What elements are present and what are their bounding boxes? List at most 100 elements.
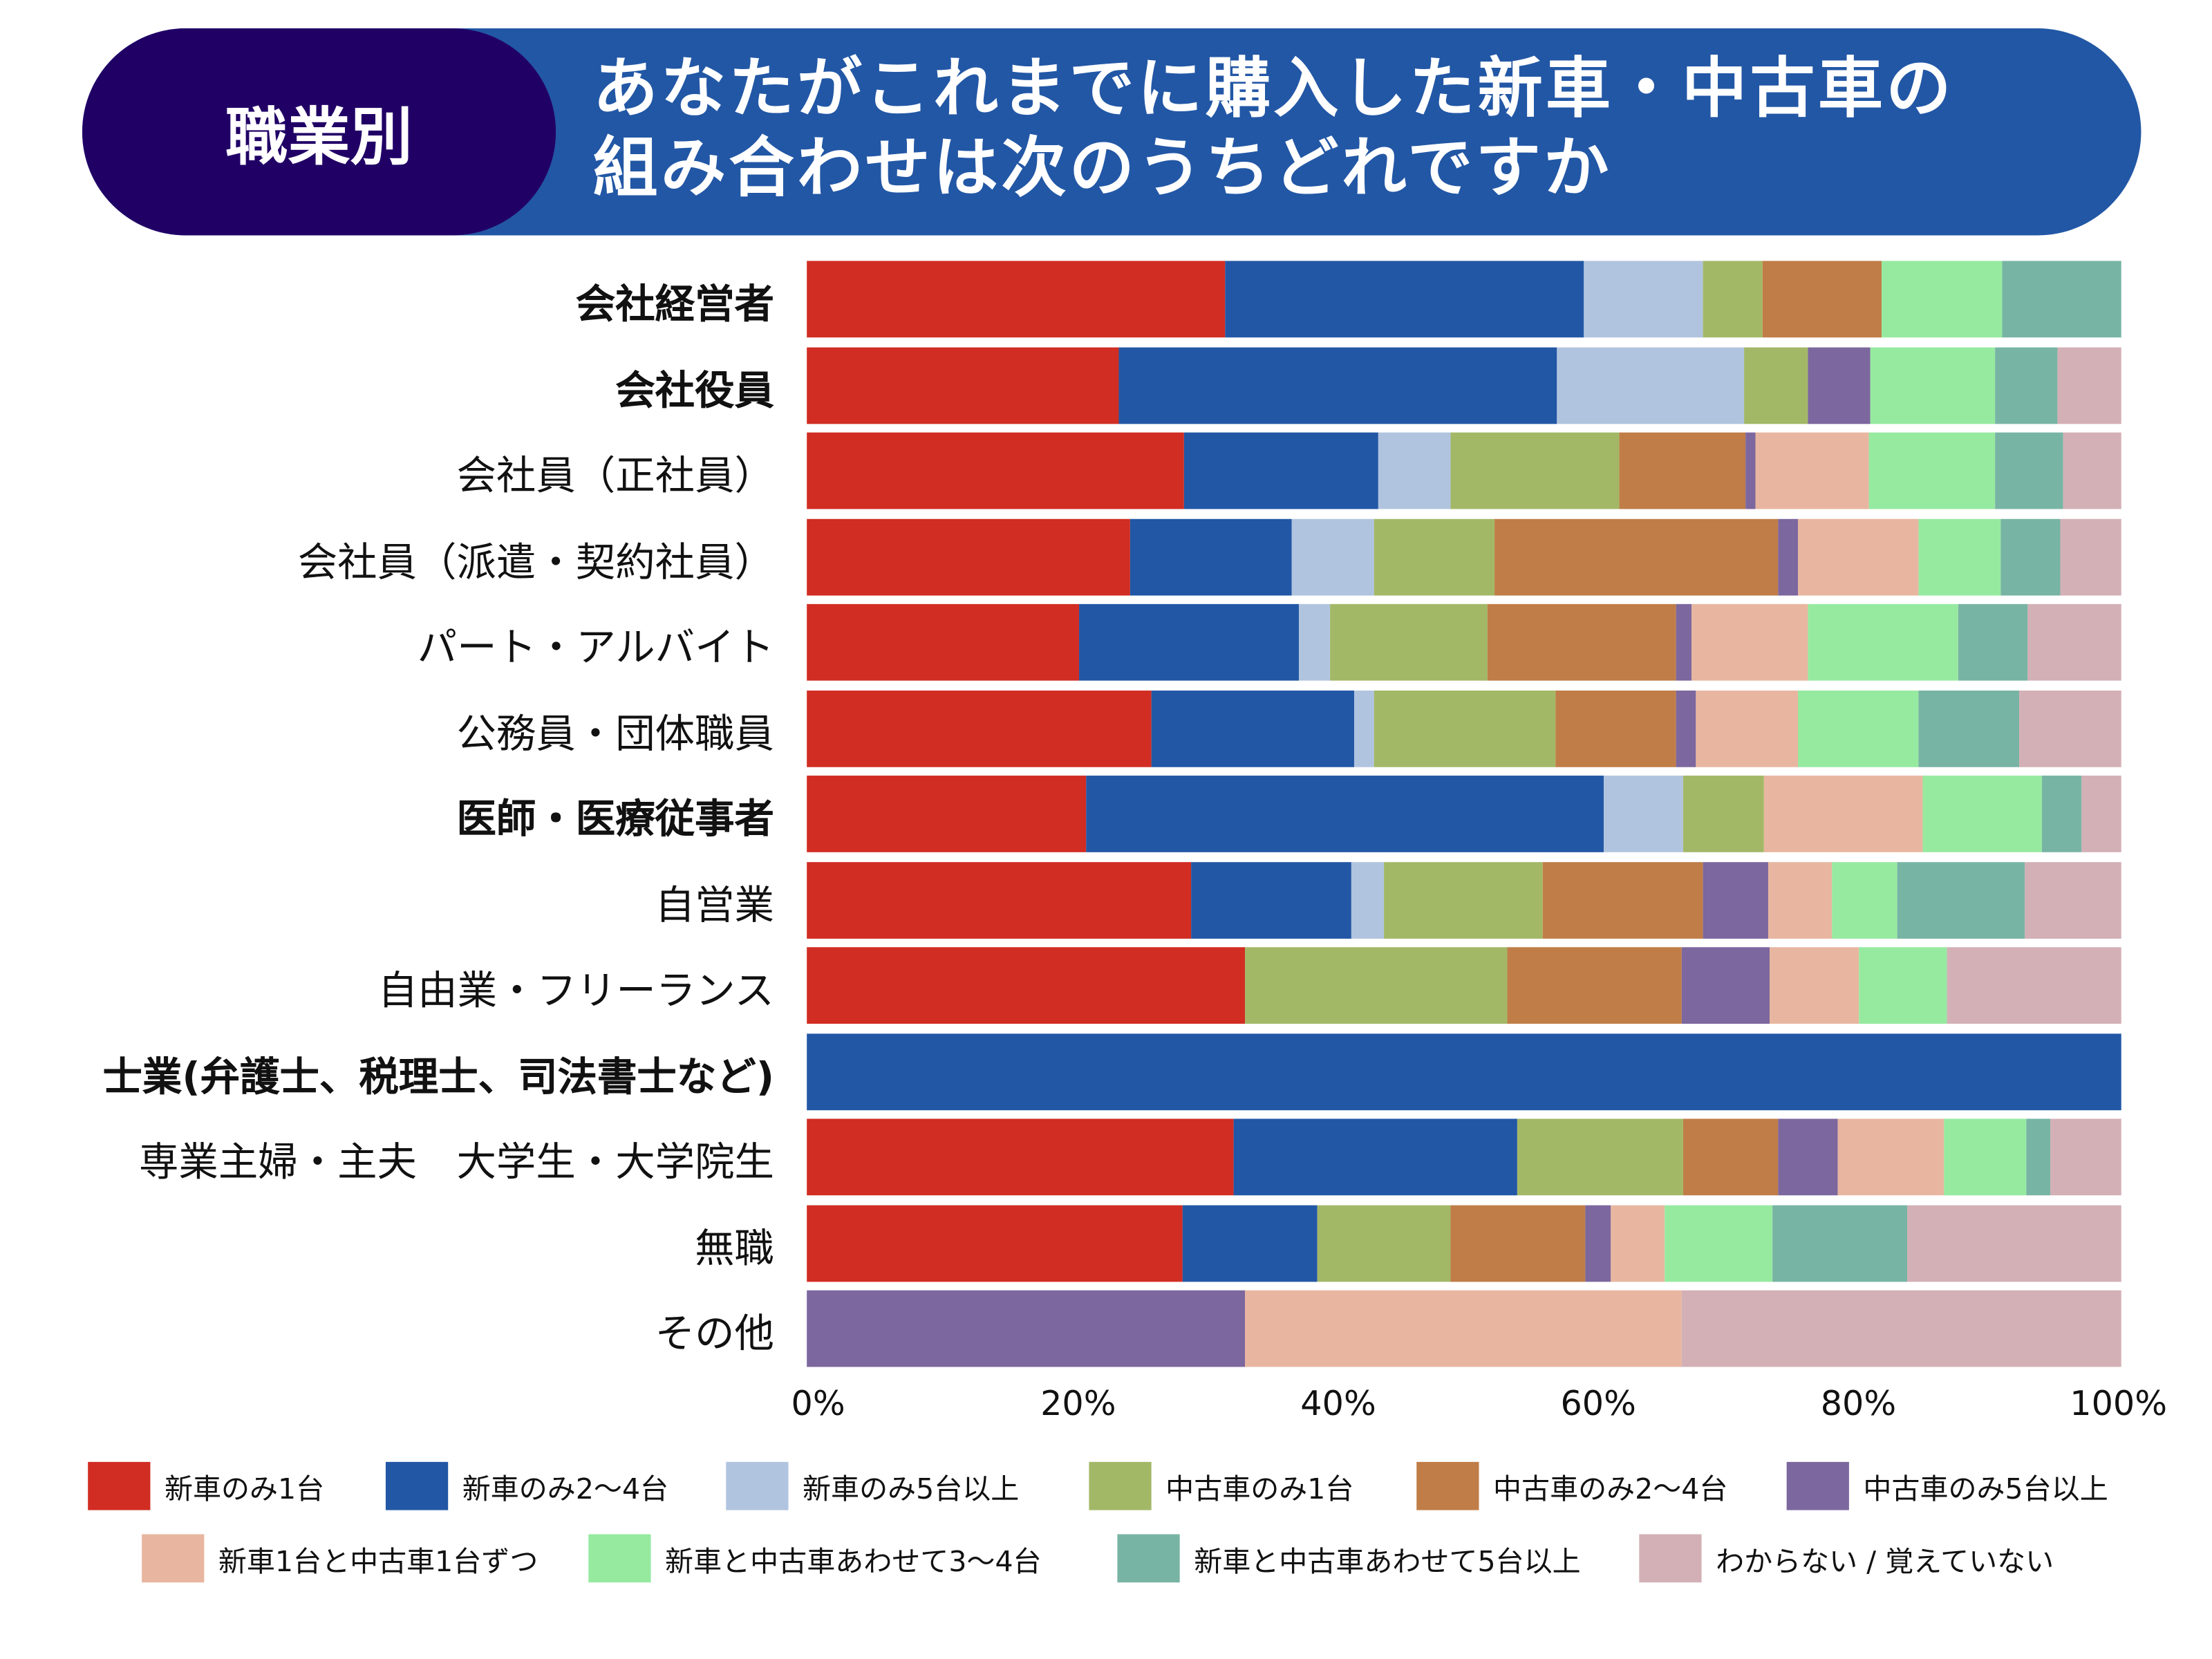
bar-segment bbox=[1691, 603, 1809, 681]
bar-segment bbox=[1683, 776, 1764, 852]
x-tick-label: 20% bbox=[1040, 1384, 1116, 1424]
bar-row bbox=[807, 1290, 2121, 1367]
bar-segment bbox=[807, 1118, 1233, 1196]
bar-segment bbox=[1556, 346, 1745, 424]
title-line-2: 組み合わせは次のうちどれですか bbox=[592, 129, 1612, 206]
bar-row bbox=[807, 947, 2121, 1024]
bar-segment bbox=[1918, 518, 2000, 595]
bar-segment bbox=[1683, 1118, 1778, 1196]
bar-segment bbox=[1378, 432, 1451, 509]
category-label: 会社員（正社員） bbox=[456, 452, 775, 500]
bar-segment bbox=[1665, 1204, 1773, 1282]
bar-segment bbox=[1772, 1204, 1907, 1282]
bar-segment bbox=[1603, 776, 1684, 852]
bar-segment bbox=[1584, 1204, 1611, 1282]
bar-segment bbox=[1611, 1204, 1665, 1282]
bar-row bbox=[807, 603, 2121, 681]
bar-segment bbox=[1756, 432, 1869, 509]
legend-swatch bbox=[1416, 1461, 1479, 1510]
bar-segment bbox=[1488, 603, 1676, 681]
legend-label: 中古車のみ2〜4台 bbox=[1493, 1471, 1728, 1506]
bar-segment bbox=[2063, 432, 2121, 509]
bar-segment bbox=[1837, 1118, 1944, 1196]
bar-row bbox=[807, 689, 2121, 767]
bar-segment bbox=[1130, 518, 1293, 595]
bar-segment bbox=[1353, 689, 1374, 767]
bar-segment bbox=[1682, 1290, 2121, 1367]
bar-segment bbox=[1494, 518, 1778, 595]
legend-item: 中古車のみ2〜4台 bbox=[1416, 1461, 1728, 1510]
category-label: 会社経営者 bbox=[575, 281, 775, 328]
category-label: 会社員（派遣・契約社員） bbox=[297, 538, 775, 585]
bar-segment bbox=[1777, 1118, 1837, 1196]
bar-segment bbox=[1868, 432, 1996, 509]
bar-row bbox=[807, 1204, 2121, 1282]
bar-row bbox=[807, 518, 2121, 595]
chart-title: あなたがこれまでに購入した新車・中古車の 組み合わせは次のうちどれですか bbox=[592, 48, 2124, 207]
bar-row bbox=[807, 346, 2121, 424]
bar-segment bbox=[1922, 776, 2043, 852]
legend-item: 新車のみ1台 bbox=[88, 1461, 325, 1510]
bar-segment bbox=[1450, 432, 1620, 509]
bar-row bbox=[807, 432, 2121, 509]
category-label: パート・アルバイト bbox=[417, 624, 775, 671]
bar-segment bbox=[2019, 689, 2121, 767]
bar-segment bbox=[1906, 1204, 2121, 1282]
bar-segment bbox=[1763, 776, 1923, 852]
bar-segment bbox=[2027, 603, 2121, 681]
bar-segment bbox=[1374, 518, 1495, 595]
category-label: 士業(弁護士、税理士、司法書士など) bbox=[102, 1053, 775, 1100]
legend-label: 新車1台と中古車1台ずつ bbox=[218, 1543, 538, 1578]
category-label: 専業主婦・主夫 大学生・大学院生 bbox=[138, 1138, 775, 1185]
x-tick-label: 0% bbox=[791, 1384, 845, 1424]
legend-label: わからない / 覚えていない bbox=[1716, 1543, 2054, 1578]
bar-segment bbox=[807, 1033, 2121, 1110]
legend-label: 新車と中古車あわせて3〜4台 bbox=[665, 1543, 1042, 1578]
category-label: 無職 bbox=[695, 1224, 775, 1271]
legend-swatch bbox=[142, 1534, 205, 1583]
bar-row bbox=[807, 776, 2121, 852]
bar-segment bbox=[1958, 603, 2028, 681]
bar-segment bbox=[1703, 261, 1763, 338]
legend-label: 新車と中古車あわせて5台以上 bbox=[1194, 1543, 1581, 1578]
bar-segment bbox=[1517, 1118, 1683, 1196]
bar-segment bbox=[807, 776, 1086, 852]
legend-item: 新車と中古車あわせて5台以上 bbox=[1117, 1534, 1581, 1583]
bar-segment bbox=[1797, 689, 1919, 767]
bar-segment bbox=[1768, 861, 1833, 938]
bar-segment bbox=[807, 261, 1225, 338]
bar-segment bbox=[1292, 518, 1374, 595]
bar-segment bbox=[1858, 947, 1947, 1024]
bar-row bbox=[807, 1118, 2121, 1196]
bar-segment bbox=[1119, 346, 1557, 424]
bar-segment bbox=[1762, 261, 1882, 338]
bar-segment bbox=[1224, 261, 1584, 338]
bar-segment bbox=[1918, 689, 2020, 767]
category-label: 自由業・フリーランス bbox=[377, 966, 775, 1014]
category-label: その他 bbox=[655, 1310, 775, 1358]
bar-segment bbox=[1183, 1204, 1317, 1282]
bar-segment bbox=[2042, 776, 2082, 852]
bar-segment bbox=[1797, 518, 1919, 595]
bar-segment bbox=[807, 1290, 1245, 1367]
bar-segment bbox=[1896, 861, 2025, 938]
bar-segment bbox=[1675, 603, 1691, 681]
legend-item: 新車のみ5台以上 bbox=[726, 1461, 1019, 1510]
bar-segment bbox=[807, 1204, 1183, 1282]
bar-segment bbox=[2081, 776, 2121, 852]
legend-label: 新車のみ1台 bbox=[164, 1471, 325, 1506]
bar-segment bbox=[1450, 1204, 1585, 1282]
bar-segment bbox=[1703, 861, 1768, 938]
legend-label: 中古車のみ5台以上 bbox=[1863, 1471, 2108, 1506]
bar-segment bbox=[1995, 432, 2063, 509]
bar-segment bbox=[1191, 861, 1352, 938]
legend-swatch bbox=[1117, 1534, 1180, 1583]
legend-item: 中古車のみ5台以上 bbox=[1786, 1461, 2108, 1510]
legend-swatch bbox=[1089, 1461, 1152, 1510]
bar-segment bbox=[1946, 947, 2121, 1024]
bar-segment bbox=[1676, 689, 1696, 767]
x-tick-label: 60% bbox=[1560, 1384, 1636, 1424]
category-label: 医師・医療従事者 bbox=[456, 795, 775, 843]
bar-segment bbox=[1882, 261, 2002, 338]
